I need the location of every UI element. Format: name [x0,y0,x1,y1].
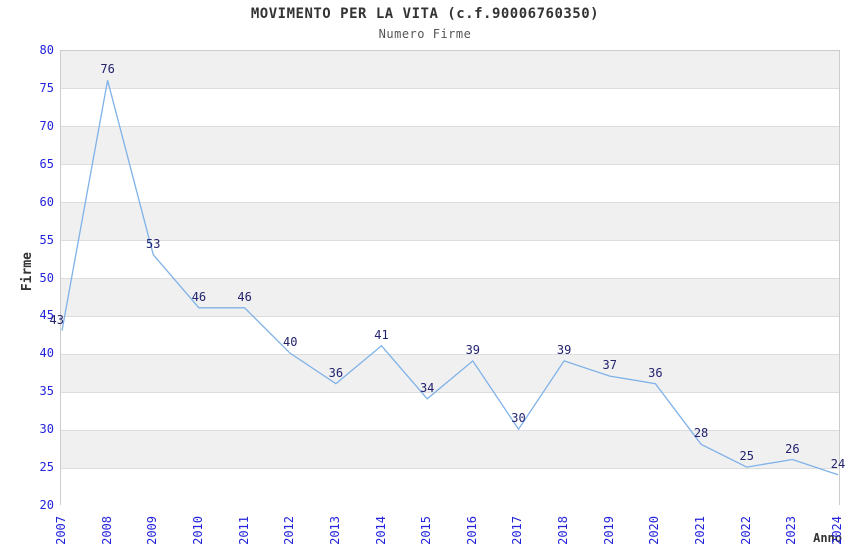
y-tick-label: 75 [39,80,54,95]
x-tick-label: 2020 [647,516,662,545]
plot-band [61,240,839,279]
x-tick-label: 2021 [693,516,708,545]
data-label: 34 [419,380,435,395]
x-tick-label: 2023 [784,516,799,545]
x-tick-label: 2014 [373,516,388,545]
gridline [61,202,839,204]
data-label: 36 [328,365,344,380]
chart-subtitle: Numero Firme [378,27,472,41]
plot-band [61,468,839,506]
x-tick-label: 2012 [282,516,297,545]
data-label: 30 [511,411,526,426]
data-label: 37 [602,358,617,373]
x-tick-label: 2015 [419,516,434,545]
gridline [61,88,839,90]
data-label: 26 [785,441,800,456]
gridline [61,126,839,128]
gridline [61,467,839,469]
x-tick-label: 2018 [556,516,571,545]
gridline [61,240,839,242]
gridline [61,391,839,393]
gridline [61,164,839,166]
data-label: 39 [556,342,572,357]
plot-band [61,354,839,393]
gridline [61,315,839,317]
x-tick-label: 2013 [327,516,342,545]
data-label: 39 [465,342,481,357]
y-tick-label: 50 [39,270,54,285]
x-tick-label: 2010 [190,516,205,545]
plot-band [61,51,839,89]
data-label: 76 [100,62,115,77]
x-tick-label: 2016 [464,516,479,545]
y-tick-label: 35 [39,384,54,399]
y-tick-label: 65 [39,156,54,171]
plot-band [61,392,839,431]
gridline [61,429,839,431]
x-tick-label: 2022 [738,516,753,545]
x-tick-label: 2007 [54,516,68,545]
gridline [61,278,839,279]
data-label: 28 [693,426,709,441]
plot-band [61,278,839,317]
y-tick-label: 70 [39,118,54,133]
plot-band [61,126,839,165]
gridline [61,353,839,355]
data-label: 46 [191,289,207,304]
data-label: 36 [648,365,663,380]
chart-title: MOVIMENTO PER LA VITA (c.f.90006760350) [250,6,600,22]
y-tick-label: 45 [39,308,54,323]
plot-band [61,88,839,127]
y-tick-label: 20 [39,498,54,512]
x-axis-title: Anno [813,531,842,545]
data-label: 53 [146,236,161,251]
data-label: 41 [374,327,389,342]
x-tick-label: 2011 [236,516,251,545]
data-label: 46 [237,289,252,304]
x-tick-label: 2019 [601,516,616,545]
y-tick-label: 60 [39,194,54,209]
y-tick-label: 30 [39,422,54,437]
plot-band [61,430,839,469]
data-label: 25 [739,449,754,464]
plot-area [60,50,840,506]
x-tick-label: 2008 [99,516,114,545]
y-tick-label: 55 [39,232,54,247]
x-tick-label: 2024 [830,516,844,545]
y-tick-label: 25 [39,460,54,475]
x-tick-label: 2009 [145,516,160,545]
y-tick-label: 80 [39,43,54,57]
data-label: 24 [830,456,846,471]
x-tick-label: 2017 [510,516,525,545]
data-label: 43 [49,312,64,327]
data-label: 40 [283,335,298,350]
y-tick-label: 40 [39,346,54,361]
plot-band [61,202,839,241]
plot-band [61,316,839,355]
plot-band [61,164,839,203]
